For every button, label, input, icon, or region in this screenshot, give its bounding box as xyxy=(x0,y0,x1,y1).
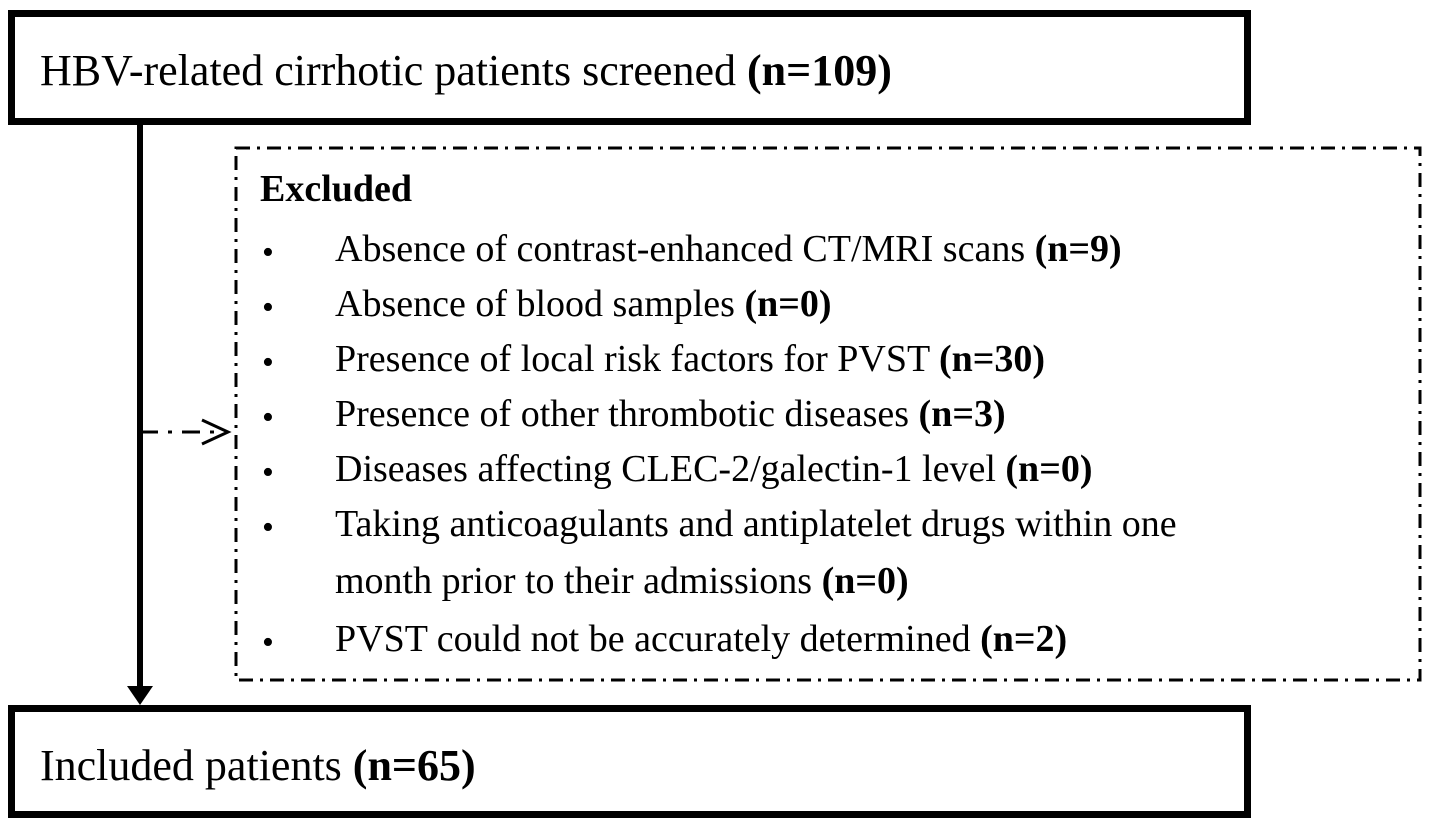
excluded-item-4: Presence of other thrombotic diseases (n… xyxy=(335,395,1006,433)
excluded-item-2: Absence of blood samples (n=0) xyxy=(335,285,832,323)
exclusion-branch-arrowhead xyxy=(201,418,232,446)
bullet-6: • xyxy=(262,509,274,546)
screened-patients-count: (n=109) xyxy=(747,46,892,95)
bullet-2: • xyxy=(262,289,274,326)
bullet-1: • xyxy=(262,234,274,271)
excluded-item-1-count: (n=9) xyxy=(1034,228,1122,270)
excluded-item-5: Diseases affecting CLEC-2/galectin-1 lev… xyxy=(335,450,1093,488)
excluded-panel-border xyxy=(234,146,1422,682)
screened-patients-box: HBV-related cirrhotic patients screened … xyxy=(8,10,1251,125)
excluded-item-2-count: (n=0) xyxy=(744,283,832,325)
screened-patients-label: HBV-related cirrhotic patients screened … xyxy=(40,49,892,93)
excluded-item-5-count: (n=0) xyxy=(1005,448,1093,490)
excluded-item-4-count: (n=3) xyxy=(918,393,1006,435)
excluded-item-4-text: Presence of other thrombotic diseases xyxy=(335,393,919,435)
excluded-item-6-line-1: Taking anticoagulants and antiplatelet d… xyxy=(335,505,1177,543)
main-flow-arrowhead xyxy=(127,686,153,705)
excluded-item-7: PVST could not be accurately determined … xyxy=(335,620,1067,658)
excluded-item-1: Absence of contrast-enhanced CT/MRI scan… xyxy=(335,230,1122,268)
included-patients-label: Included patients (n=65) xyxy=(40,744,476,788)
bullet-5: • xyxy=(262,454,274,491)
bullet-4: • xyxy=(262,399,274,436)
excluded-item-6-line-2: month prior to their admissions (n=0) xyxy=(335,562,909,600)
excluded-item-7-text: PVST could not be accurately determined xyxy=(335,618,981,660)
excluded-title: Excluded xyxy=(260,168,413,210)
excluded-item-3: Presence of local risk factors for PVST … xyxy=(335,340,1045,378)
screened-patients-text: HBV-related cirrhotic patients screened xyxy=(40,46,747,95)
bullet-7: • xyxy=(262,624,274,661)
included-patients-text: Included patients xyxy=(40,741,353,790)
excluded-item-2-text: Absence of blood samples xyxy=(335,283,745,325)
bullet-3: • xyxy=(262,344,274,381)
excluded-item-5-text: Diseases affecting CLEC-2/galectin-1 lev… xyxy=(335,448,1006,490)
excluded-item-3-count: (n=30) xyxy=(938,338,1046,380)
excluded-item-3-text: Presence of local risk factors for PVST xyxy=(335,338,939,380)
excluded-item-6-text-continued: month prior to their admissions xyxy=(335,560,822,602)
excluded-item-7-count: (n=2) xyxy=(980,618,1068,660)
excluded-item-6-text: Taking anticoagulants and antiplatelet d… xyxy=(335,503,1177,545)
excluded-item-1-text: Absence of contrast-enhanced CT/MRI scan… xyxy=(335,228,1035,270)
excluded-item-6-count: (n=0) xyxy=(821,560,909,602)
included-patients-count: (n=65) xyxy=(352,741,476,790)
included-patients-box: Included patients (n=65) xyxy=(8,705,1251,818)
